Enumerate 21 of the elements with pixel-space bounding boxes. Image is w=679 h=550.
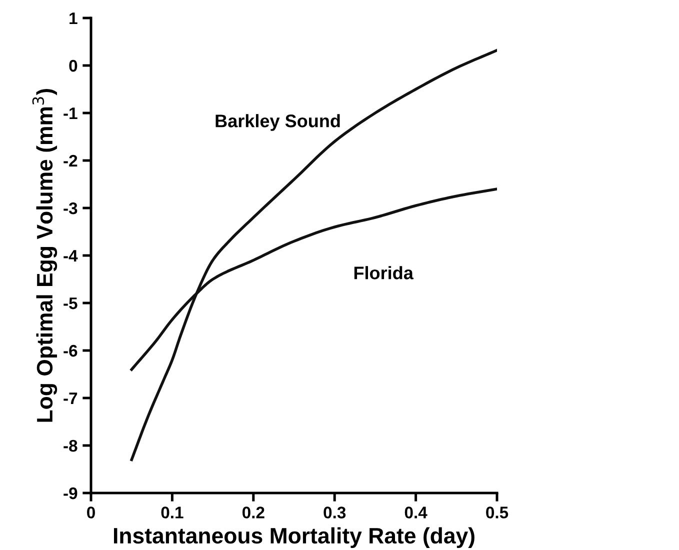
y-tick-label: -4 xyxy=(64,250,78,262)
x-tick-label: 0.4 xyxy=(404,506,428,518)
y-tick-label: 1 xyxy=(70,12,78,24)
x-axis-title: Instantaneous Mortality Rate (day) xyxy=(114,527,474,548)
x-tick-label: 0.3 xyxy=(324,506,346,518)
y-tick-label: -3 xyxy=(64,202,78,214)
y-tick-label: -6 xyxy=(64,344,78,357)
x-tick-label: 0 xyxy=(87,506,95,518)
y-tick-label: -9 xyxy=(64,487,78,500)
y-tick-label: -1 xyxy=(64,108,78,120)
y-tick-label: -7 xyxy=(64,392,78,404)
y-tick-label: -2 xyxy=(64,154,78,167)
x-tick-label: 0.1 xyxy=(161,506,184,518)
y-tick-label: 0 xyxy=(69,60,78,72)
text: Florida xyxy=(354,266,414,280)
series-label: Barkley Sound xyxy=(216,114,340,131)
x-tick-label: 0.2 xyxy=(242,506,264,518)
x-tick-label: 0.5 xyxy=(486,506,508,518)
y-axis-title: Log Optimal Egg Volume (mm$^{3}$) xyxy=(32,88,58,422)
y-tick-label: -8 xyxy=(64,440,78,452)
y-tick-label: -5 xyxy=(64,298,78,310)
